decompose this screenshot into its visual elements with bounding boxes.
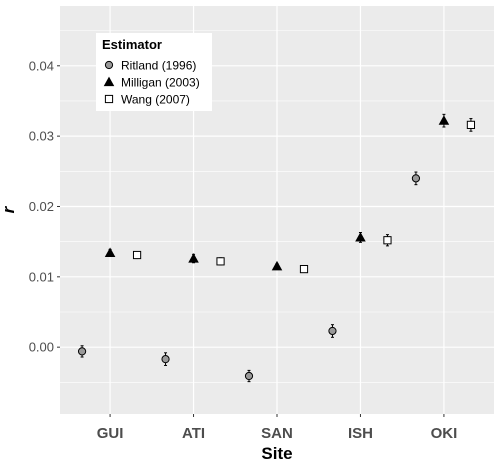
x-axis-title: Site bbox=[261, 444, 292, 463]
data-marks bbox=[77, 113, 476, 383]
data-point bbox=[438, 115, 450, 125]
data-point bbox=[411, 174, 421, 183]
legend-key bbox=[104, 94, 114, 104]
data-point bbox=[104, 247, 116, 257]
data-point bbox=[77, 347, 87, 356]
x-tick-label: ATI bbox=[182, 425, 205, 442]
y-tick-label: 0.00 bbox=[29, 340, 54, 355]
data-point bbox=[216, 257, 225, 266]
y-axis-title: r bbox=[0, 205, 18, 213]
data-point bbox=[355, 232, 366, 242]
grid bbox=[60, 6, 494, 414]
legend-title: Estimator bbox=[102, 37, 162, 52]
x-tick-label: GUI bbox=[97, 425, 124, 442]
legend-label: Wang (2007) bbox=[121, 93, 190, 107]
data-point bbox=[383, 236, 392, 245]
data-point bbox=[271, 260, 283, 271]
y-axis: 0.00 0.01 0.02 0.03 0.04 bbox=[29, 58, 60, 355]
legend-key bbox=[104, 60, 114, 70]
y-tick-label: 0.02 bbox=[29, 199, 54, 214]
x-tick-label: ISH bbox=[348, 425, 373, 442]
data-point bbox=[328, 326, 337, 336]
data-point bbox=[299, 264, 309, 274]
legend: Estimator Ritland (1996) Milligan (2003) Wa… bbox=[96, 33, 212, 111]
data-point bbox=[244, 371, 254, 381]
legend-label: Ritland (1996) bbox=[121, 59, 196, 73]
data-point bbox=[132, 250, 142, 260]
y-tick-label: 0.03 bbox=[29, 129, 54, 144]
legend-label: Milligan (2003) bbox=[121, 76, 200, 90]
x-tick-label: OKI bbox=[431, 425, 458, 442]
data-point bbox=[161, 355, 170, 364]
data-point bbox=[466, 120, 476, 129]
x-tick-label: SAN bbox=[261, 425, 293, 442]
legend-box bbox=[96, 33, 212, 111]
legend-key bbox=[103, 76, 115, 87]
y-tick-label: 0.04 bbox=[29, 58, 54, 73]
y-tick-label: 0.01 bbox=[29, 269, 54, 284]
x-axis: GUI ATI SAN ISH OKI bbox=[97, 414, 458, 442]
data-point bbox=[188, 253, 199, 263]
